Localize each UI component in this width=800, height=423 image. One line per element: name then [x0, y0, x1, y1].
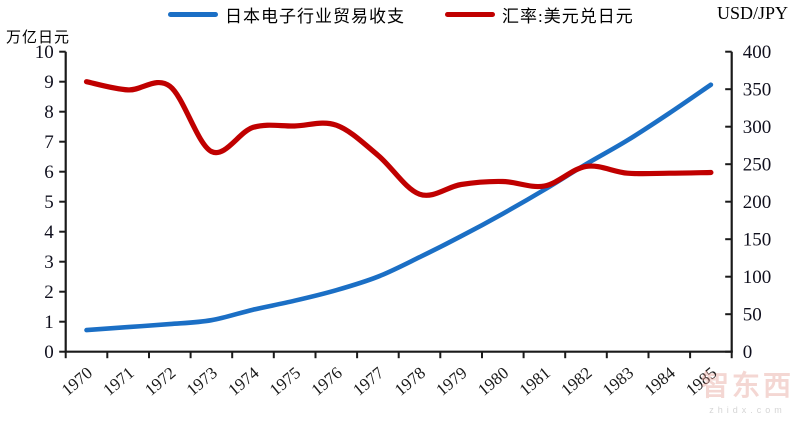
series-line-exchange-rate: [83, 79, 714, 198]
left-axis-tick-label: 3: [44, 252, 54, 273]
left-axis-tick-label: 2: [44, 282, 54, 303]
legend-item-trade-balance: 日本电子行业贸易收支: [168, 2, 405, 27]
x-axis-tick-label: 1975: [266, 363, 304, 399]
left-axis-tick-label: 5: [44, 192, 54, 213]
x-axis-tick-label: 1973: [183, 363, 221, 399]
left-axis-title: 万亿日元: [6, 30, 71, 46]
left-axis-tick-label: 9: [44, 72, 54, 93]
x-axis-tick-label: 1971: [99, 363, 137, 399]
x-axis-tick-label: 1982: [557, 363, 595, 399]
x-axis-tick-label: 1984: [641, 363, 680, 400]
x-axis-tick-label: 1972: [141, 363, 179, 399]
left-axis-tick-label: 7: [44, 132, 54, 153]
right-axis-tick-label: 50: [743, 305, 762, 326]
legend-line-blue-icon: [168, 11, 218, 17]
left-axis-tick-label: 4: [44, 222, 54, 243]
x-axis-tick-label: 1977: [349, 363, 388, 400]
right-axis-tick-label: 300: [743, 117, 772, 138]
x-axis-tick-label: 1981: [516, 363, 554, 399]
left-axis-tick-label: 8: [44, 102, 54, 123]
x-axis-tick-label: 1985: [682, 363, 720, 399]
series-line-trade-balance: [84, 82, 714, 333]
left-axis-tick-label: 1: [44, 312, 54, 333]
legend-label: 汇率:美元兑日元: [502, 6, 634, 26]
left-axis-tick-label: 10: [35, 42, 54, 63]
right-axis-tick-label: 400: [743, 42, 772, 63]
x-axis-tick-label: 1979: [432, 363, 470, 399]
right-axis-tick-label: 150: [743, 230, 772, 251]
right-axis-tick-label: 0: [743, 342, 753, 363]
right-axis-title: USD/JPY: [716, 3, 788, 23]
legend-line-red-icon: [445, 11, 495, 17]
left-axis-tick-label: 6: [44, 162, 54, 183]
x-axis-tick-label: 1983: [599, 363, 637, 399]
x-axis-tick-label: 1974: [224, 363, 263, 400]
right-axis-tick-label: 350: [743, 80, 772, 101]
right-axis-tick-label: 250: [743, 155, 772, 176]
x-axis-tick-label: 1980: [474, 363, 512, 399]
chart-legend: 日本电子行业贸易收支 汇率:美元兑日元: [168, 2, 634, 27]
legend-item-exchange-rate: 汇率:美元兑日元: [445, 2, 634, 27]
x-axis-tick-label: 1978: [391, 363, 429, 399]
left-axis-tick-label: 0: [44, 342, 54, 363]
x-axis-tick-label: 1970: [58, 363, 96, 399]
legend-label: 日本电子行业贸易收支: [225, 6, 405, 26]
x-axis-tick-label: 1976: [308, 363, 346, 399]
right-axis-tick-label: 200: [743, 192, 772, 213]
right-axis-tick-label: 100: [743, 267, 772, 288]
